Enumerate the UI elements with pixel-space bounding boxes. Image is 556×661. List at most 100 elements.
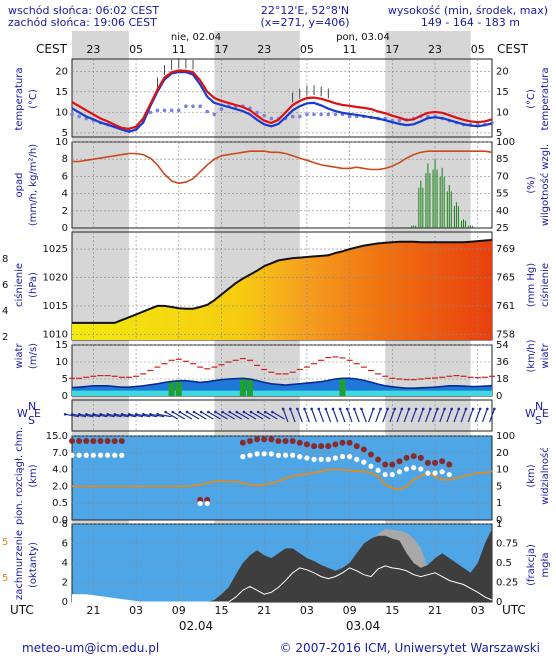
humidity-right-tick-3: 55 [496, 189, 509, 200]
visibility-dot-3 [90, 438, 97, 445]
temp-right-tick-3: 5 [496, 128, 502, 139]
wind-dir-arrow-22 [222, 411, 235, 420]
wind-dir-arrow-38 [339, 408, 346, 423]
wind-dir-arrow-44 [382, 408, 389, 423]
visibility-dot-24 [239, 439, 246, 446]
visibility-min-dot-52 [439, 469, 445, 475]
cloudbase-left-tick-4: 0.5 [52, 498, 68, 509]
visibility-min-dot-40 [354, 456, 360, 462]
visibility-min-dot-31 [290, 452, 296, 458]
wind-dir-head-37 [331, 407, 335, 411]
temperature-line [71, 69, 493, 130]
wind-dir-head-11 [142, 412, 145, 416]
visibility-min-dot-24 [240, 454, 246, 460]
top-hour-3: 17 [214, 43, 228, 56]
wind-dir-head-1 [70, 412, 74, 416]
visibility-min-dot-48 [411, 465, 417, 471]
wind-dir-head-14 [164, 410, 167, 414]
clouds-edge-tick-1: 5 [2, 573, 8, 584]
temp-left-tick-2: 10 [55, 107, 68, 118]
wind-dir-head-36 [324, 407, 328, 411]
bottom-zone-left: UTC [10, 603, 34, 617]
wind-dir-arrow-31 [289, 408, 296, 423]
visibility-min-dot-30 [282, 452, 289, 458]
humidity-right-tick-0: 100 [496, 137, 515, 148]
wind-left-label-2: (m/s) [28, 343, 39, 369]
visibility-dot-34 [311, 443, 318, 450]
visibility-min-dot-2 [83, 452, 89, 458]
dewpoint-dot-21 [219, 107, 224, 111]
fog-right-tick-4: 0 [496, 597, 502, 608]
wind-dir-arrow-54 [453, 408, 460, 423]
wind-dir-head-26 [249, 410, 253, 414]
visibility-dot-47 [403, 454, 410, 461]
dewpoint-dot-26 [255, 110, 259, 115]
compass-right-n: N [535, 400, 543, 413]
wind-strong-bar-3 [246, 379, 253, 396]
wind-dir-head-21 [214, 410, 217, 414]
wind-dir-head-19 [199, 410, 203, 414]
wind-dir-head-17 [185, 410, 189, 414]
wind-dir-head-15 [171, 410, 175, 414]
footer-email[interactable]: meteo-um@icm.edu.pl [22, 641, 159, 655]
visibility-min-dot-39 [347, 454, 353, 460]
dewpoint-dot-16 [184, 104, 188, 109]
wind-dir-head-38 [338, 407, 342, 411]
wind-dir-head-29 [271, 410, 274, 414]
visibility-min-dot-45 [389, 471, 395, 478]
wind-left-tick-3: 0 [62, 391, 68, 402]
wind-dir-arrow-28 [264, 411, 278, 420]
visibility-dot-28 [268, 436, 275, 443]
wind-dir-head-9 [127, 412, 131, 416]
visibility-dot-32 [296, 439, 303, 446]
visibility-dot-45 [389, 461, 396, 468]
cloudbase-left-tick-3: 2.0 [52, 481, 68, 492]
visibility-dot-4 [97, 438, 104, 445]
dewpoint-dot-20 [212, 112, 217, 117]
dewpoint-dot-39 [347, 114, 352, 119]
visibility-min-dot-26 [254, 451, 260, 457]
visibility-min-dot-34 [311, 456, 317, 462]
height-values: 149 - 164 - 183 m [421, 16, 520, 29]
wind-dir-arrow-45 [389, 408, 396, 423]
dewpoint-dot-36 [326, 112, 331, 117]
wind-dir-head-51 [436, 407, 439, 411]
pressure-area [72, 240, 492, 340]
visibility-dot-6 [111, 438, 118, 445]
wind-dir-head-47 [407, 407, 411, 411]
precip-left-label-1: opad [14, 173, 25, 198]
visibility-right-label-1: (km) [526, 464, 537, 487]
pressure-left-tick-2: 1015 [43, 301, 68, 312]
clouds-left-tick-2: 4 [62, 558, 68, 569]
temp-left-label-2: (°C) [28, 89, 39, 109]
humidity-right-tick-5: 25 [496, 223, 509, 234]
visibility-min-dot-50 [425, 470, 431, 476]
visibility-dot-35 [318, 443, 325, 450]
top-day-label-2: pon, 03.04 [336, 32, 390, 43]
wind-dir-head-52 [443, 407, 446, 411]
wind-dir-arrow-19 [200, 411, 214, 420]
bottom-hour-1: 03 [129, 604, 143, 617]
wind-dir-arrow-58 [481, 408, 488, 423]
compass-right-e: E [542, 407, 549, 420]
wind-dir-arrow-23 [229, 411, 243, 420]
wind-dir-head-40 [353, 407, 356, 411]
wind-dir-head-55 [464, 407, 468, 411]
wind-dir-arrow-26 [250, 411, 264, 420]
dewpoint-dot-15 [176, 108, 181, 113]
visibility-dot-51 [432, 459, 439, 466]
visibility-dot-5 [104, 438, 111, 445]
bottom-date-2: 03.04 [346, 619, 380, 633]
pressure-right-tick-3: 758 [496, 329, 515, 340]
wind-dir-arrow-46 [396, 408, 403, 423]
clouds-left-tick-3: 2 [62, 578, 68, 589]
wind-dir-arrow-15 [172, 411, 186, 420]
visibility-min-dot-42 [368, 463, 374, 469]
visibility-dot-30 [282, 438, 289, 445]
clouds-left-tick-4: 0 [62, 597, 68, 608]
dewpoint-dot-18 [198, 104, 202, 109]
visibility-dot-40 [353, 443, 360, 450]
wind-dir-arrow-17 [186, 411, 200, 420]
pressure-right-tick-0: 769 [496, 244, 515, 255]
wind-strong-bar-0 [168, 381, 175, 396]
